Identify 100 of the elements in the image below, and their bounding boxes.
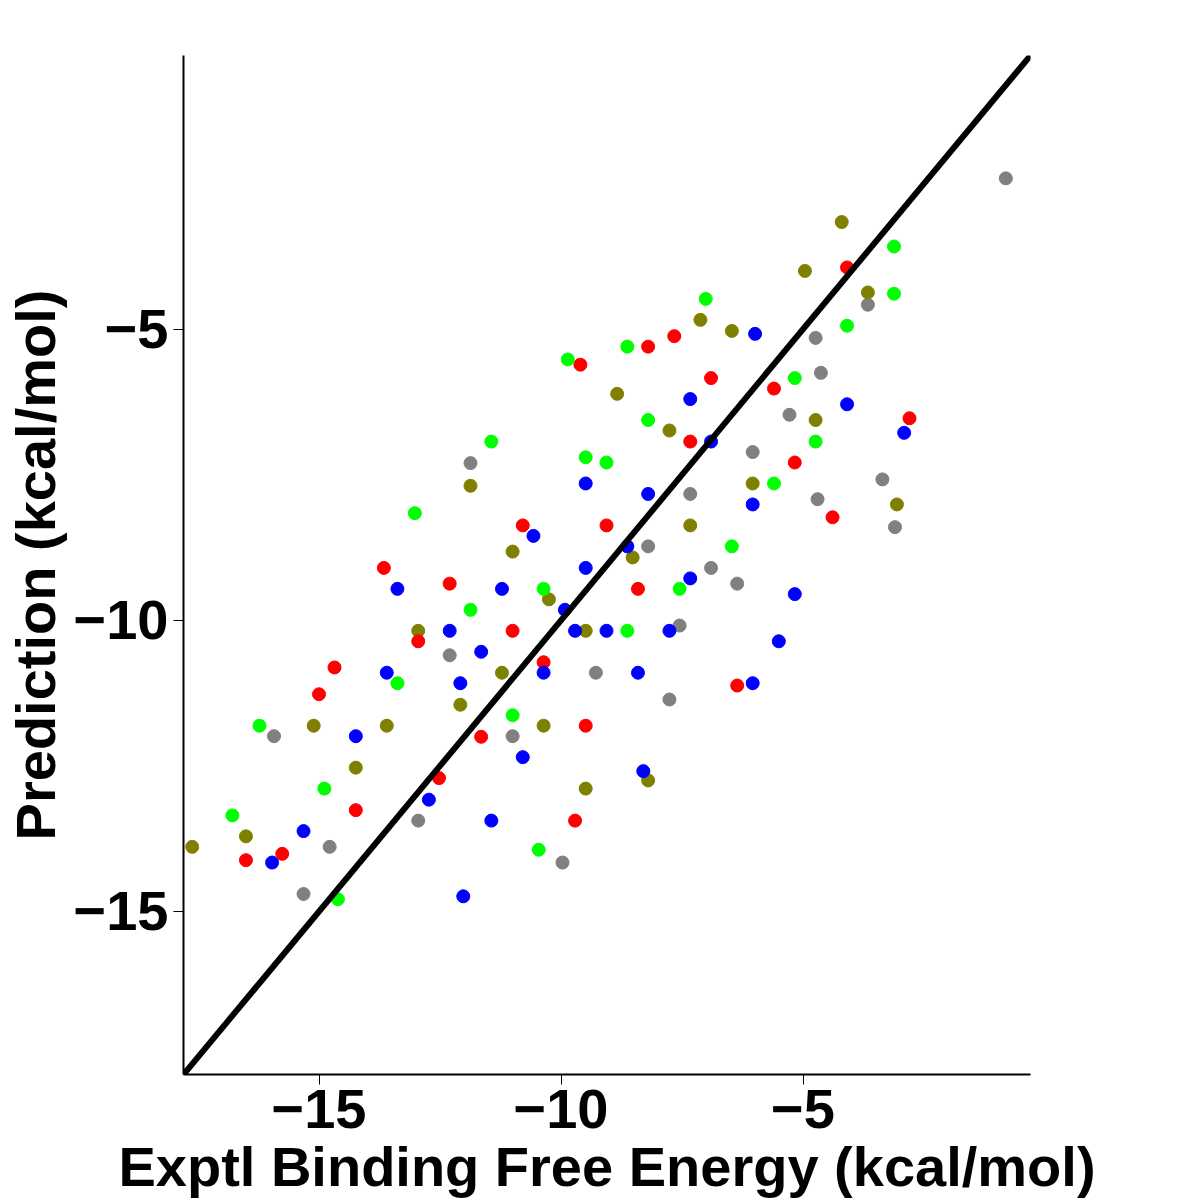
point — [536, 665, 551, 680]
point — [573, 357, 588, 372]
y-tick-label: −15 — [73, 879, 169, 943]
point — [578, 450, 593, 465]
point — [620, 339, 635, 354]
y-axis-title: Prediction (kcal/mol) — [3, 289, 67, 841]
point — [897, 425, 912, 440]
point — [745, 476, 760, 491]
point — [376, 560, 391, 575]
point — [810, 492, 825, 507]
point — [484, 813, 499, 828]
point — [348, 729, 363, 744]
point — [588, 665, 603, 680]
point — [683, 518, 698, 533]
point — [568, 623, 583, 638]
point — [474, 644, 489, 659]
point — [724, 539, 739, 554]
point — [808, 330, 823, 345]
point — [453, 697, 468, 712]
point — [411, 813, 426, 828]
point — [641, 339, 656, 354]
point — [641, 413, 656, 427]
point — [745, 676, 760, 691]
point — [672, 581, 687, 596]
point — [641, 486, 656, 501]
point — [348, 760, 363, 775]
point — [662, 623, 677, 638]
point — [683, 486, 698, 501]
point — [860, 297, 875, 312]
point — [599, 455, 614, 470]
point — [625, 550, 640, 565]
point — [683, 571, 698, 586]
point — [442, 623, 457, 638]
point — [265, 855, 280, 870]
point — [704, 371, 719, 386]
point — [599, 518, 614, 533]
point — [453, 676, 468, 691]
point — [887, 520, 902, 535]
point — [505, 729, 520, 744]
point — [578, 476, 593, 491]
point — [275, 846, 290, 861]
y-tick-label: −5 — [104, 297, 169, 361]
point — [555, 855, 570, 870]
point — [526, 528, 541, 543]
point — [662, 423, 677, 438]
point — [998, 171, 1013, 186]
point — [312, 687, 327, 702]
point — [252, 718, 267, 733]
point — [238, 829, 253, 844]
point — [494, 665, 509, 680]
point — [463, 602, 478, 617]
point — [505, 708, 520, 723]
point — [515, 518, 530, 533]
point — [185, 839, 200, 854]
point — [541, 592, 556, 607]
point — [745, 497, 760, 512]
point — [875, 472, 890, 487]
point — [683, 434, 698, 449]
point — [766, 381, 781, 396]
point — [225, 808, 240, 823]
point — [672, 618, 687, 633]
point — [531, 842, 546, 857]
point — [474, 729, 489, 744]
point — [704, 560, 719, 575]
point — [515, 750, 530, 765]
point — [683, 392, 698, 407]
point — [536, 581, 551, 596]
point — [662, 692, 677, 707]
point — [797, 263, 812, 278]
point — [641, 539, 656, 554]
point — [771, 634, 786, 649]
point — [840, 397, 855, 412]
point — [463, 456, 478, 471]
point — [782, 407, 797, 422]
point — [536, 718, 551, 733]
point — [808, 413, 823, 427]
point — [610, 386, 625, 401]
point — [484, 434, 499, 449]
point — [322, 839, 337, 854]
point — [306, 718, 321, 733]
point — [421, 792, 436, 807]
point — [630, 581, 645, 596]
point — [667, 329, 682, 344]
point — [296, 887, 311, 901]
point — [636, 764, 651, 779]
point — [787, 587, 802, 602]
point — [599, 623, 614, 638]
point — [745, 445, 760, 460]
point — [834, 215, 849, 230]
y-tick-label: −10 — [73, 588, 169, 652]
point — [463, 478, 478, 493]
point — [902, 411, 917, 426]
point — [442, 648, 457, 663]
point — [813, 365, 828, 380]
point — [787, 371, 802, 386]
point — [578, 781, 593, 796]
point — [887, 239, 902, 254]
point — [808, 434, 823, 449]
point — [568, 813, 583, 828]
point — [494, 581, 509, 596]
